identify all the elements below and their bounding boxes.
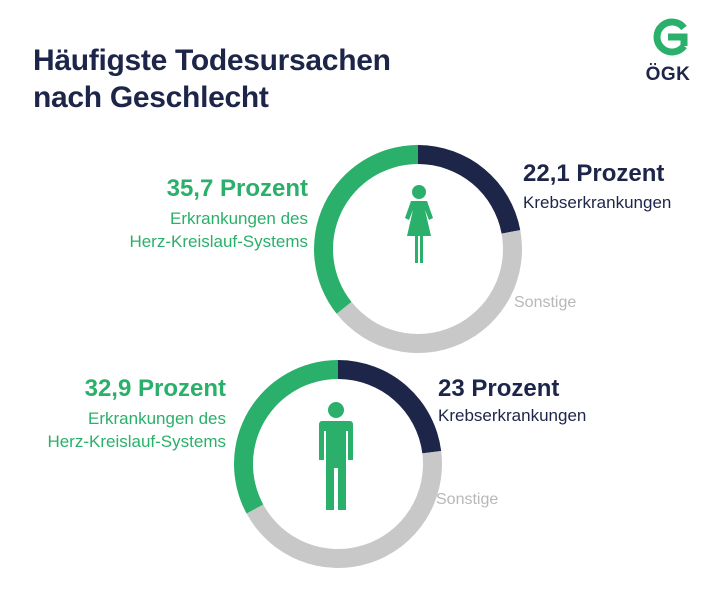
male-slice-cardiovascular	[233, 360, 338, 514]
female-other-label: Sonstige	[514, 294, 577, 311]
donut-chart-female	[314, 145, 522, 353]
female-cancer-label: Krebserkrankungen	[523, 193, 672, 212]
female-figure-icon	[405, 185, 433, 263]
female-slice-cancer	[418, 145, 521, 234]
male-cancer-label: Krebserkrankungen	[438, 406, 587, 425]
male-figure-icon	[319, 402, 353, 510]
logo-text: ÖGK	[645, 64, 691, 85]
oegk-logo-ring-icon	[653, 18, 688, 56]
donut-chart-male	[233, 360, 442, 568]
male-cardiovascular-value: 32,9 Prozent	[84, 375, 226, 402]
female-cancer-value: 22,1 Prozent	[523, 160, 665, 187]
oegk-logo: ÖGK	[637, 16, 699, 90]
male-slice-other	[246, 450, 442, 568]
male-slice-cancer	[338, 360, 442, 454]
female-cardiovascular-label-line2: Herz-Kreislauf-Systems	[129, 232, 308, 251]
male-cardiovascular-label-line2: Herz-Kreislauf-Systems	[47, 432, 226, 451]
male-cardiovascular-label-line1: Erkrankungen des	[88, 409, 226, 428]
female-cardiovascular-value: 35,7 Prozent	[166, 175, 308, 202]
female-slice-other	[336, 230, 522, 353]
female-cardiovascular-label-line1: Erkrankungen des	[170, 209, 308, 228]
chart-title: Häufigste Todesursachen nach Geschlecht	[33, 44, 391, 114]
male-other-label: Sonstige	[436, 491, 499, 508]
male-cancer-value: 23 Prozent	[438, 375, 560, 402]
female-slice-cardiovascular	[314, 145, 418, 314]
